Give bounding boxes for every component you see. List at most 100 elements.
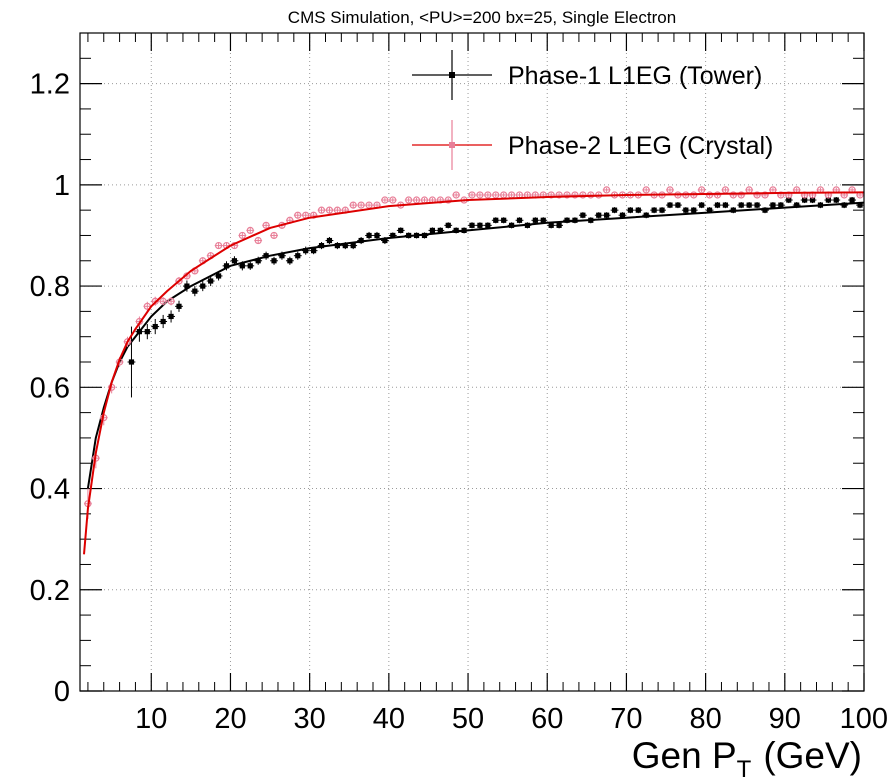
data-point xyxy=(476,191,484,199)
data-point xyxy=(469,222,475,228)
data-point xyxy=(651,207,657,213)
data-point xyxy=(659,207,665,213)
data-point xyxy=(468,191,476,199)
data-point xyxy=(295,253,301,259)
legend-marker-phase2 xyxy=(449,142,455,148)
data-point xyxy=(429,227,436,233)
x-tick-labels: 10 20 30 40 50 60 70 80 90 100 xyxy=(135,703,888,735)
data-point xyxy=(643,212,649,218)
data-point xyxy=(167,297,175,305)
x-tick-label: 60 xyxy=(531,703,563,735)
data-point xyxy=(123,338,132,346)
data-point xyxy=(556,222,562,228)
data-point xyxy=(825,197,831,203)
data-point xyxy=(691,207,697,213)
data-point xyxy=(555,191,563,199)
data-point xyxy=(168,313,174,320)
data-point xyxy=(770,202,776,208)
data-point xyxy=(342,242,348,249)
data-point xyxy=(794,202,800,208)
data-point xyxy=(841,202,847,208)
data-point xyxy=(200,283,206,289)
data-point xyxy=(619,212,626,218)
data-point xyxy=(493,217,499,223)
data-point xyxy=(603,186,611,194)
data-point xyxy=(262,221,270,229)
data-point xyxy=(366,232,372,239)
data-point xyxy=(444,196,452,204)
data-point xyxy=(564,217,570,223)
data-point xyxy=(287,258,293,264)
data-point xyxy=(738,202,744,208)
data-point xyxy=(762,207,768,213)
data-point xyxy=(699,202,705,208)
data-point xyxy=(548,222,554,228)
data-point xyxy=(325,206,334,214)
x-axis-label-unit: (GeV) xyxy=(763,735,862,776)
data-point xyxy=(270,231,278,240)
x-tick-label: 10 xyxy=(135,703,167,735)
data-point xyxy=(786,197,792,203)
x-tick-label: 50 xyxy=(452,703,484,735)
legend-entry-phase2: Phase-2 L1EG (Crystal) xyxy=(412,120,773,170)
legend-label-phase2: Phase-2 L1EG (Crystal) xyxy=(508,132,773,160)
axis-ticks xyxy=(80,33,865,692)
data-point xyxy=(579,191,587,199)
data-point xyxy=(238,231,246,240)
plot-frame xyxy=(79,32,865,692)
data-point xyxy=(675,202,681,208)
data-point xyxy=(382,237,388,244)
data-point xyxy=(596,212,602,218)
x-tick-label: 70 xyxy=(610,703,642,735)
data-point xyxy=(713,191,722,199)
data-point xyxy=(642,186,650,194)
x-tick-label: 40 xyxy=(373,703,405,735)
data-point xyxy=(452,191,460,199)
data-point xyxy=(144,329,150,335)
data-point xyxy=(746,202,752,208)
data-point xyxy=(445,222,451,228)
data-point xyxy=(667,202,673,208)
data-point xyxy=(604,212,610,218)
data-point xyxy=(484,191,492,199)
y-tick-label: 0.2 xyxy=(30,575,70,607)
x-tick-label: 20 xyxy=(214,703,246,735)
y-tick-label: 1 xyxy=(54,170,70,202)
data-point xyxy=(326,237,333,244)
data-point xyxy=(311,248,317,254)
data-point xyxy=(255,258,261,264)
data-point xyxy=(160,318,166,325)
chart-title: CMS Simulation, <PU>=200 bx=25, Single E… xyxy=(288,8,676,27)
data-point xyxy=(453,227,459,233)
data-point xyxy=(477,222,483,228)
data-point xyxy=(547,191,555,199)
data-point xyxy=(303,248,309,254)
data-point xyxy=(374,232,380,239)
data-point xyxy=(349,201,357,209)
data-point xyxy=(390,232,396,239)
y-tick-label: 1.2 xyxy=(30,69,70,101)
series-2 xyxy=(83,186,865,555)
data-point xyxy=(215,273,222,279)
data-point xyxy=(176,303,182,309)
data-point xyxy=(501,217,507,223)
data-point xyxy=(580,212,586,218)
data-point xyxy=(159,297,167,305)
data-point xyxy=(714,202,721,208)
data-point xyxy=(683,207,689,213)
data-point xyxy=(571,191,579,199)
legend-entry-phase1: Phase-1 L1EG (Tower) xyxy=(412,50,762,100)
data-point xyxy=(437,227,443,233)
data-series xyxy=(83,186,865,555)
y-tick-label: 0 xyxy=(54,676,70,708)
data-point xyxy=(128,359,135,365)
data-point xyxy=(563,191,571,199)
data-point xyxy=(635,207,641,213)
y-tick-labels: 0 0.2 0.4 0.6 0.8 1 1.2 xyxy=(30,69,70,708)
data-point xyxy=(698,186,706,194)
data-point xyxy=(737,191,745,199)
y-tick-label: 0.8 xyxy=(30,271,70,303)
data-point xyxy=(761,191,769,199)
legend: Phase-1 L1EG (Tower) Phase-2 L1EG (Cryst… xyxy=(412,50,773,170)
x-axis-label: Gen PT (GeV) xyxy=(632,735,862,781)
